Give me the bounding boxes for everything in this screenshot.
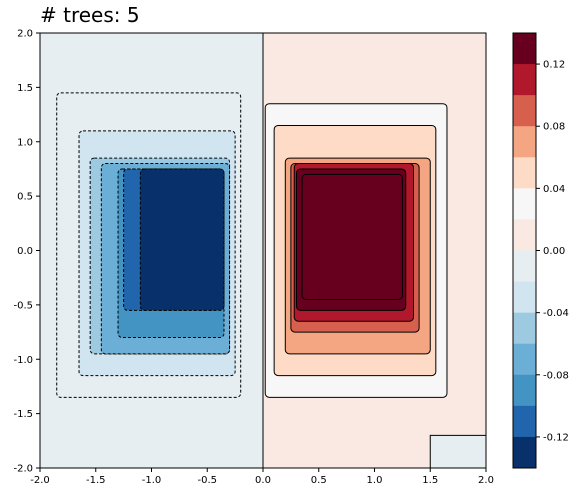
positive-contour-level-6 xyxy=(301,173,403,300)
y-tick-label: -1.5 xyxy=(13,409,33,420)
y-tick-label: 0.0 xyxy=(17,246,33,257)
colorbar-band xyxy=(513,281,536,314)
colorbar-tick-label: -0.08 xyxy=(543,370,569,381)
y-tick-label: 2.0 xyxy=(17,29,33,40)
y-tick-label: 0.5 xyxy=(17,192,33,203)
colorbar-band xyxy=(513,250,536,283)
negative-contour-level-6 xyxy=(139,168,225,311)
y-tick-label: -1.0 xyxy=(13,355,33,366)
x-tick-label: 0.0 xyxy=(255,475,271,486)
colorbar-band xyxy=(513,188,536,220)
x-tick-label: -1.0 xyxy=(142,475,162,486)
x-tick-label: -2.0 xyxy=(30,475,50,486)
x-tick-label: -0.5 xyxy=(197,475,217,486)
colorbar-band xyxy=(513,312,536,345)
colorbar-tick-label: 0.08 xyxy=(543,122,565,133)
x-tick-label: 0.5 xyxy=(311,475,327,486)
corner-patch xyxy=(429,434,487,469)
y-tick-label: -2.0 xyxy=(13,464,33,475)
y-tick-label: -0.5 xyxy=(13,300,33,311)
x-axis: -2.0 -1.5 -1.0 -0.5 0.0 0.5 1.0 1.5 2.0 xyxy=(30,468,494,486)
x-tick-label: 1.0 xyxy=(367,475,383,486)
colorbar-tick-label: 0.12 xyxy=(543,60,565,71)
colorbar-band xyxy=(513,374,536,407)
y-axis: 2.0 1.5 1.0 0.5 0.0 -0.5 -1.0 -1.5 -2.0 xyxy=(13,29,40,475)
colorbar-band xyxy=(513,64,536,96)
colorbar-band xyxy=(513,219,536,251)
colorbar-tick-label: -0.04 xyxy=(543,308,569,319)
y-tick-label: 1.0 xyxy=(17,137,33,148)
chart-title: # trees: 5 xyxy=(40,3,140,27)
y-tick-label: 1.5 xyxy=(17,83,33,94)
colorbar-band xyxy=(513,157,536,189)
colorbar-tick-label: 0.04 xyxy=(543,184,565,195)
colorbar-tick-label: -0.12 xyxy=(543,432,569,443)
colorbar-band xyxy=(513,33,536,65)
colorbar-band xyxy=(513,126,536,158)
x-tick-label: 2.0 xyxy=(478,475,494,486)
plot-area xyxy=(39,32,487,469)
x-tick-label: 1.5 xyxy=(422,475,438,486)
colorbar-band xyxy=(513,343,536,376)
colorbar-band xyxy=(513,95,536,127)
colorbar-band xyxy=(513,436,536,469)
colorbar-tick-label: 0.00 xyxy=(543,246,565,257)
x-tick-label: -1.5 xyxy=(86,475,106,486)
colorbar-band xyxy=(513,405,536,438)
colorbar: 0.12 0.08 0.04 0.00 -0.04 -0.08 -0.12 xyxy=(512,32,569,469)
